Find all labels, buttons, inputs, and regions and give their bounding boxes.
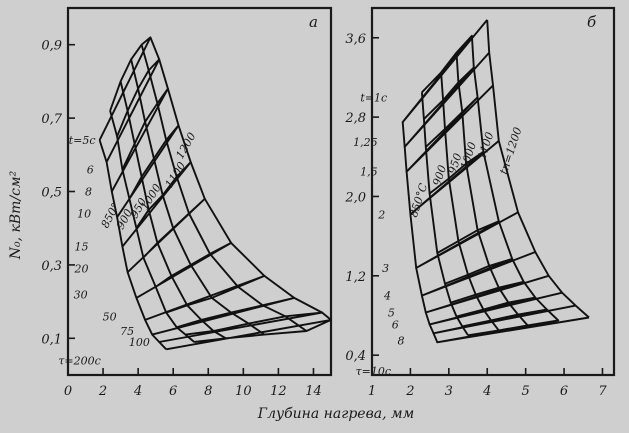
x-tick-label: 14 <box>305 384 322 399</box>
time-curve-label: 15 <box>75 241 89 254</box>
y-tick-label: 0,3 <box>41 259 62 274</box>
time-curve-label: 5 <box>388 307 395 320</box>
time-curve <box>135 241 233 299</box>
y-tick-label: 0,7 <box>41 112 62 127</box>
temperature-curve <box>486 19 590 319</box>
panel-letter: а <box>309 13 318 31</box>
time-curve <box>424 274 549 314</box>
time-curve-label: 20 <box>74 263 89 276</box>
time-curve-label: 1,25 <box>353 136 378 149</box>
x-axis-label: Глубина нагрева, мм <box>257 406 414 422</box>
time-curve <box>401 19 488 124</box>
y-tick-label: 0,9 <box>41 39 62 54</box>
time-curve-label: 50 <box>103 310 117 323</box>
y-axis-label: N₀, кВт/см² <box>8 170 24 260</box>
time-curve-label: 3 <box>382 262 389 275</box>
time-curve <box>420 251 536 297</box>
time-curve <box>415 211 519 269</box>
temperature-curve-label: 900 <box>430 164 449 188</box>
time-curve-label: 10 <box>77 208 91 221</box>
time-curve-label: τ=10c <box>356 365 391 378</box>
plot-frame <box>370 6 616 377</box>
x-tick-label: 2 <box>98 384 107 399</box>
temperature-curve <box>470 35 559 322</box>
x-tick-label: 7 <box>598 384 607 399</box>
y-tick-label: 0,1 <box>41 332 62 347</box>
x-tick-label: 6 <box>560 384 568 399</box>
time-curve-label: 2 <box>377 208 385 221</box>
x-tick-label: 5 <box>522 384 530 399</box>
time-curve <box>110 87 169 192</box>
x-tick-label: 10 <box>235 384 252 399</box>
y-tick-label: 0,4 <box>345 349 366 364</box>
time-curve-label: 6 <box>87 163 94 176</box>
time-curve-label: 4 <box>383 290 391 303</box>
time-curve <box>144 274 266 321</box>
x-tick-label: 4 <box>133 384 142 399</box>
x-tick-label: 2 <box>405 384 414 399</box>
time-curve <box>121 161 192 248</box>
time-curve-label: 6 <box>392 318 399 331</box>
temperature-curve <box>420 92 469 336</box>
time-curve <box>166 318 332 351</box>
time-curve-label: 30 <box>74 288 88 301</box>
time-curve-label: t=5c <box>69 134 96 147</box>
x-tick-label: 3 <box>445 384 453 399</box>
time-curve <box>105 58 161 163</box>
y-tick-label: 1,2 <box>345 270 366 285</box>
y-tick-label: 0,5 <box>41 186 62 201</box>
time-curve <box>428 291 563 326</box>
time-curve-label: τ=200c <box>58 354 100 367</box>
time-curve <box>151 296 296 336</box>
time-curve <box>409 140 500 216</box>
temperature-curve <box>401 122 439 343</box>
time-curve-label: 1,5 <box>360 166 378 179</box>
x-tick-label: 0 <box>64 384 72 399</box>
temperature-curve-label: 950 <box>446 152 465 176</box>
time-curve <box>126 197 206 273</box>
panel-letter: б <box>587 13 597 31</box>
x-tick-label: 8 <box>204 384 212 399</box>
time-curve-label: 8 <box>397 334 404 347</box>
x-tick-label: 1 <box>368 384 376 399</box>
time-curve <box>405 84 494 173</box>
time-curve <box>403 51 490 148</box>
y-tick-label: 2,0 <box>344 190 366 205</box>
time-curve <box>436 316 590 344</box>
time-curve <box>98 36 152 141</box>
y-tick-label: 2,8 <box>344 111 366 126</box>
time-curve-label: t=1c <box>360 91 387 104</box>
time-curve <box>159 311 324 343</box>
x-tick-label: 12 <box>270 384 287 399</box>
y-tick-label: 3,6 <box>345 32 366 47</box>
time-curve-label: 75 <box>120 325 134 338</box>
time-curve <box>432 304 576 335</box>
time-curve-label: 100 <box>129 336 150 349</box>
temperature-curve <box>440 72 500 331</box>
time-curve-label: 8 <box>85 186 92 199</box>
temperature-curve <box>455 52 529 327</box>
x-tick-label: 4 <box>482 384 491 399</box>
x-tick-label: 6 <box>169 384 177 399</box>
time-curve <box>116 124 180 218</box>
panel-a: а 0 2 4 6 8 10 12 14 0,1 0,3 0,5 0,7 0,9 t=5c 6 8 10 15 20 3… <box>41 6 333 399</box>
